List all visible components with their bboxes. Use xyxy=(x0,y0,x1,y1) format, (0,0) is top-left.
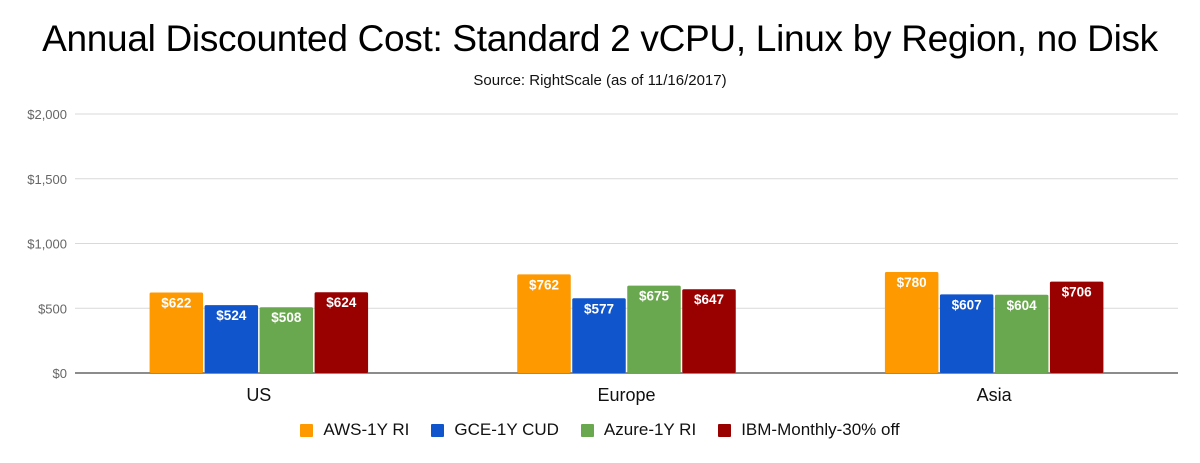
y-tick-label: $1,000 xyxy=(27,237,67,252)
y-axis-ticks: $0 $500 $1,000 $1,500 $2,000 xyxy=(27,107,67,381)
legend-item: GCE-1Y CUD xyxy=(431,420,559,440)
bar-data-label: $524 xyxy=(216,308,247,323)
legend-swatch xyxy=(431,423,445,437)
y-tick-label: $1,500 xyxy=(27,172,67,187)
bar-data-label: $706 xyxy=(1062,285,1093,300)
bar xyxy=(204,305,259,373)
y-tick-label: $500 xyxy=(38,301,67,316)
x-axis-ticks: US Europe Asia xyxy=(246,385,1012,405)
legend-label: IBM-Monthly-30% off xyxy=(741,420,900,439)
bar xyxy=(939,294,994,373)
bar xyxy=(682,289,736,373)
bar-data-label: $780 xyxy=(897,275,927,290)
bar xyxy=(149,292,204,373)
bar xyxy=(1049,281,1104,373)
bar xyxy=(259,307,314,373)
legend: AWS-1Y RI GCE-1Y CUD Azure-1Y RI IBM-Monthl… xyxy=(0,420,1200,440)
x-tick-label: US xyxy=(246,385,271,405)
legend-label: Azure-1Y RI xyxy=(603,420,697,439)
bar-data-label: $762 xyxy=(529,277,559,292)
legend-label: GCE-1Y CUD xyxy=(454,420,559,439)
bar xyxy=(884,271,939,373)
bar xyxy=(572,298,626,373)
y-tick-label: $2,000 xyxy=(27,107,67,122)
gridlines xyxy=(75,113,1178,374)
bar-data-label: $607 xyxy=(952,297,982,312)
x-tick-label: Europe xyxy=(597,385,655,405)
bar xyxy=(517,274,571,373)
bar xyxy=(627,285,681,373)
bar-data-label: $577 xyxy=(584,301,614,316)
legend-item: IBM-Monthly-30% off xyxy=(718,420,900,440)
legend-label: AWS-1Y RI xyxy=(323,420,410,439)
legend-item: Azure-1Y RI xyxy=(580,420,697,440)
legend-swatch xyxy=(300,423,314,437)
chart-subtitle: Source: RightScale (as of 11/16/2017) xyxy=(473,72,727,89)
bar xyxy=(994,294,1049,373)
bar xyxy=(314,292,369,373)
bar-data-label: $622 xyxy=(161,295,191,310)
legend-swatch xyxy=(718,423,732,437)
legend-item: AWS-1Y RI xyxy=(300,420,409,440)
bar-data-label: $675 xyxy=(639,289,670,304)
bar-data-label: $508 xyxy=(271,310,302,325)
bar-data-label: $604 xyxy=(1007,298,1038,313)
x-tick-label: Asia xyxy=(977,385,1013,405)
chart-title: Annual Discounted Cost: Standard 2 vCPU,… xyxy=(42,18,1158,59)
legend-swatch xyxy=(580,423,594,437)
data-labels: $622 $524 $508 $624 $762 $577 $675 $647 $780 $607… xyxy=(161,275,1092,325)
y-tick-label: $0 xyxy=(53,366,67,381)
bar-data-label: $647 xyxy=(694,292,724,307)
bar-series xyxy=(149,271,1104,373)
bar-data-label: $624 xyxy=(326,295,357,310)
